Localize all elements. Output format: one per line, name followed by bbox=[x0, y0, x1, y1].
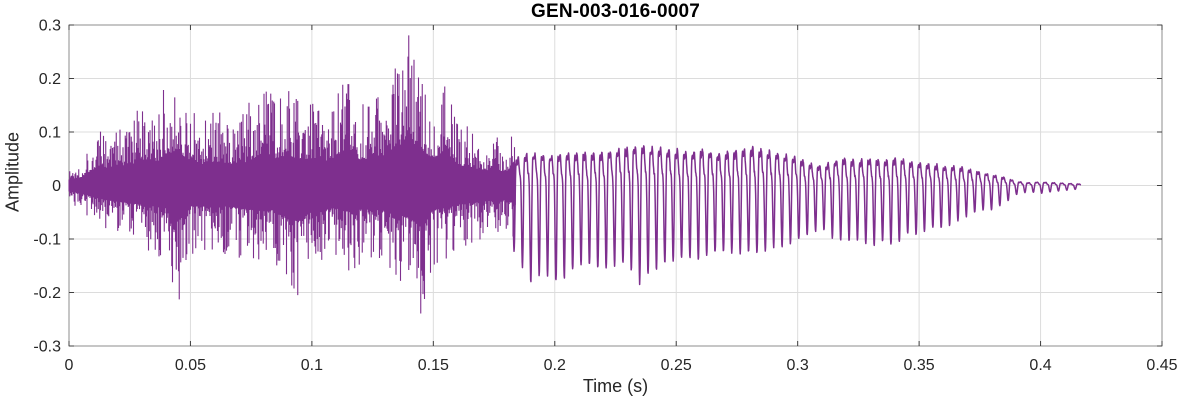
x-axis-label: Time (s) bbox=[582, 376, 649, 396]
x-tick-label: 0.15 bbox=[418, 357, 449, 374]
x-tick-label: 0 bbox=[65, 357, 74, 374]
x-tick-label: 0.45 bbox=[1146, 357, 1177, 374]
plot-title: GEN-003-016-0007 bbox=[530, 1, 701, 22]
y-tick-label: 0.3 bbox=[39, 18, 61, 35]
y-tick-label: -0.3 bbox=[33, 339, 61, 356]
waveform-trace bbox=[68, 35, 1082, 314]
x-tick-label: 0.35 bbox=[904, 357, 935, 374]
x-tick-label: 0.25 bbox=[661, 357, 692, 374]
y-tick-label: -0.1 bbox=[33, 232, 61, 249]
y-tick-labels: -0.3 -0.2 -0.1 0 0.1 0.2 0.3 bbox=[33, 18, 61, 356]
x-tick-label: 0.05 bbox=[175, 357, 206, 374]
tick-marks bbox=[68, 24, 1163, 347]
x-tick-label: 0.2 bbox=[544, 357, 566, 374]
y-tick-label: -0.2 bbox=[33, 285, 61, 302]
y-tick-label: 0 bbox=[52, 178, 61, 195]
y-tick-label: 0.1 bbox=[39, 125, 61, 142]
x-tick-label: 0.3 bbox=[787, 357, 809, 374]
x-tick-label: 0.1 bbox=[301, 357, 323, 374]
x-tick-label: 0.4 bbox=[1029, 357, 1051, 374]
y-axis-label: Amplitude bbox=[2, 131, 23, 213]
y-tick-label: 0.2 bbox=[39, 71, 61, 88]
x-tick-labels: 0 0.05 0.1 0.15 0.2 0.25 0.3 0.35 0.4 0.45 bbox=[65, 357, 1178, 374]
